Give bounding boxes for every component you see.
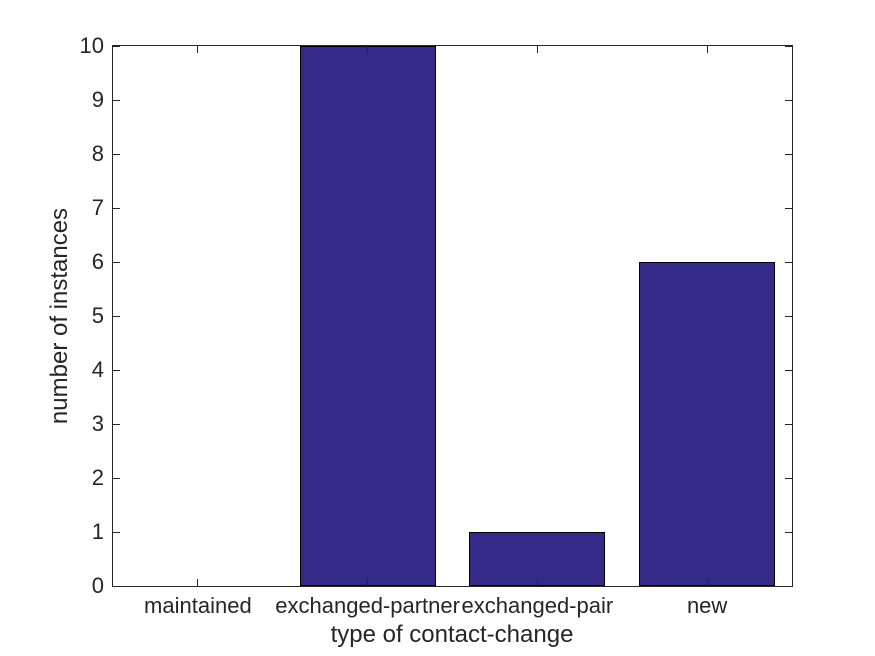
y-tick-right-10	[785, 45, 792, 47]
y-tick-left-0	[113, 585, 120, 587]
y-tick-right-1	[785, 531, 792, 533]
y-tick-right-8	[785, 153, 792, 155]
y-tick-left-2	[113, 477, 120, 479]
y-tick-label-10: 10	[79, 33, 104, 58]
x-tick-label-new: new	[686, 593, 728, 618]
y-tick-right-3	[785, 423, 792, 425]
y-axis-label: number of instances	[46, 207, 73, 425]
y-tick-left-3	[113, 423, 120, 425]
x-tick-bottom-new	[706, 579, 708, 586]
y-tick-label-7: 7	[91, 195, 104, 220]
x-tick-label-exchanged-partner: exchanged-partner	[275, 593, 460, 618]
y-tick-label-5: 5	[91, 303, 104, 328]
y-tick-right-5	[785, 315, 792, 317]
y-tick-left-5	[113, 315, 120, 317]
y-tick-label-4: 4	[91, 357, 104, 382]
x-tick-bottom-exchanged-partner	[367, 579, 369, 586]
x-tick-bottom-maintained	[197, 579, 199, 586]
x-tick-label-maintained: maintained	[144, 593, 252, 618]
y-tick-label-6: 6	[91, 249, 104, 274]
plot-area	[112, 45, 793, 587]
y-tick-left-1	[113, 531, 120, 533]
y-tick-right-0	[785, 585, 792, 587]
y-tick-left-10	[113, 45, 120, 47]
y-tick-label-8: 8	[91, 141, 104, 166]
y-tick-left-7	[113, 207, 120, 209]
x-tick-top-maintained	[197, 46, 199, 53]
y-tick-label-1: 1	[91, 519, 104, 544]
y-tick-right-7	[785, 207, 792, 209]
y-tick-left-6	[113, 261, 120, 263]
x-axis-label: type of contact-change	[330, 621, 574, 648]
y-tick-right-9	[785, 99, 792, 101]
y-tick-left-4	[113, 369, 120, 371]
x-tick-bottom-exchanged-pair	[536, 579, 538, 586]
y-tick-label-9: 9	[91, 87, 104, 112]
y-tick-label-3: 3	[91, 411, 104, 436]
x-tick-top-exchanged-partner	[367, 46, 369, 53]
y-tick-right-4	[785, 369, 792, 371]
x-tick-label-exchanged-pair: exchanged-pair	[461, 593, 614, 618]
bar-new	[639, 262, 776, 586]
y-tick-left-8	[113, 153, 120, 155]
y-tick-label-0: 0	[91, 573, 104, 598]
y-tick-left-9	[113, 99, 120, 101]
bar-exchanged-pair	[469, 532, 606, 586]
x-tick-top-exchanged-pair	[536, 46, 538, 53]
y-tick-label-2: 2	[91, 465, 104, 490]
x-tick-top-new	[706, 46, 708, 53]
y-tick-right-2	[785, 477, 792, 479]
bar-exchanged-partner	[299, 46, 436, 586]
y-tick-right-6	[785, 261, 792, 263]
